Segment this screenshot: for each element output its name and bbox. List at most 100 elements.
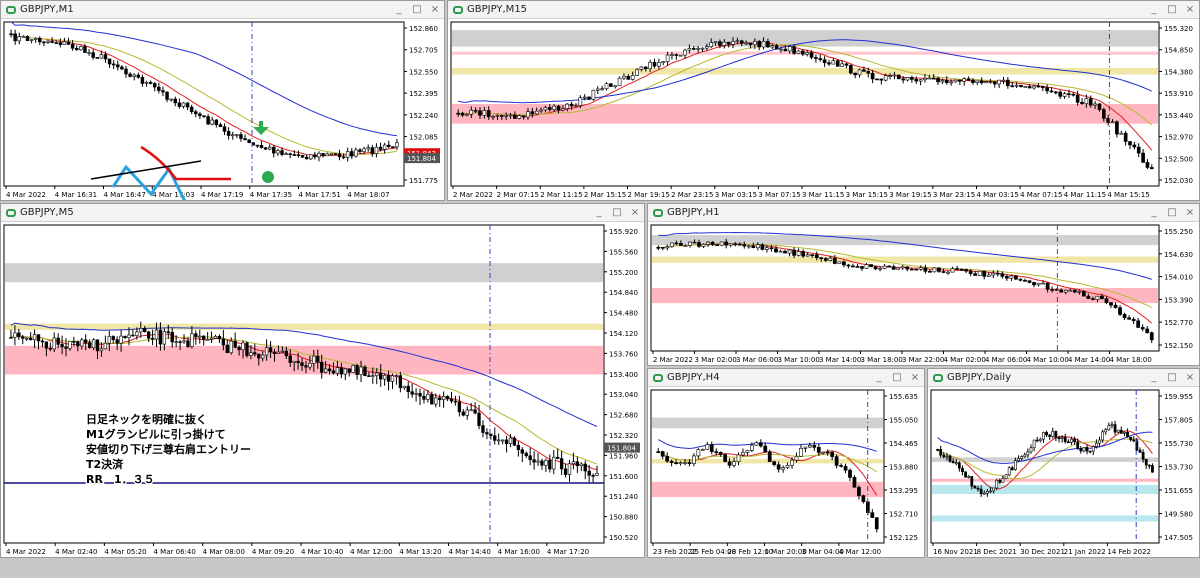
candle-body (374, 146, 379, 154)
chart-area: 155.320 154.850 154.380 153.910 153.440 152.9… (450, 21, 1193, 199)
candle-body (1149, 167, 1154, 170)
candle-body (99, 348, 104, 352)
candle-body (979, 80, 984, 84)
x-tick-label: 3 Mar 02:00 (695, 356, 737, 364)
candle-body (719, 241, 724, 246)
candle-body (206, 116, 210, 125)
candle-body (123, 335, 127, 339)
candle-body (313, 154, 317, 158)
candle-body (478, 110, 482, 116)
candle-body (979, 488, 983, 495)
maximize-button[interactable]: □ (892, 372, 902, 383)
candle-body (696, 449, 701, 457)
candle-body (841, 261, 846, 266)
minimize-button[interactable]: _ (596, 207, 602, 218)
candle-body (799, 447, 803, 457)
y-tick-label: 153.760 (609, 350, 638, 358)
candle-body (1076, 441, 1080, 449)
candle-body (1000, 273, 1005, 277)
y-tick-label: 155.635 (889, 393, 918, 401)
candle-body (652, 61, 657, 67)
zone (5, 263, 603, 283)
candle-body (857, 69, 862, 76)
window-title: GBPJPY,M5 (20, 207, 74, 218)
candle-body (150, 337, 155, 340)
close-button[interactable]: × (1185, 372, 1195, 383)
candle-body (794, 456, 799, 461)
candle-body (953, 79, 958, 83)
candle-body (103, 54, 108, 60)
maximize-button[interactable]: □ (1167, 372, 1177, 383)
moving-average (458, 42, 1153, 151)
x-tick-label: 4 Mar 08:00 (203, 548, 245, 556)
candle-body (986, 274, 991, 277)
y-tick-label: 152.770 (1164, 319, 1193, 327)
candle-body (744, 42, 748, 45)
candle-body (139, 328, 143, 333)
candle-body (288, 153, 292, 156)
candle-body (723, 454, 727, 462)
x-tick-label: 3 Mar 19:15 (889, 191, 931, 199)
minimize-button[interactable]: _ (1151, 372, 1157, 383)
candle-body (1145, 328, 1150, 333)
candle-body (726, 41, 731, 45)
candle-body (28, 337, 33, 341)
candle-body (132, 74, 136, 77)
candle-body (951, 460, 955, 464)
candle-body (414, 392, 418, 395)
minimize-button[interactable]: _ (876, 372, 882, 383)
maximize-button[interactable]: □ (1167, 207, 1177, 218)
chart-window: GBPJPY,Daily _ □ × 159.955 157.805 155.730 153.… (927, 368, 1200, 558)
candle-body (70, 44, 75, 49)
candle-body (1036, 85, 1041, 88)
close-button[interactable]: × (910, 372, 920, 383)
candle-body (477, 412, 481, 426)
candle-body (1048, 434, 1052, 437)
maximize-button[interactable]: □ (1167, 4, 1177, 15)
close-button[interactable]: × (630, 207, 640, 218)
x-tick-label: 3 Mar 22:00 (902, 356, 944, 364)
candle-body (128, 73, 132, 77)
candle-body (1051, 431, 1055, 437)
close-button[interactable]: × (430, 4, 440, 15)
maximize-button[interactable]: □ (412, 4, 422, 15)
candle-body (656, 451, 661, 453)
candle-body (504, 439, 509, 444)
minimize-button[interactable]: _ (396, 4, 402, 15)
candle-body (942, 454, 946, 458)
candle-body (460, 112, 465, 116)
close-button[interactable]: × (1185, 207, 1195, 218)
candle-body (292, 154, 297, 156)
candle-body (1126, 431, 1129, 438)
candle-body (1151, 465, 1154, 473)
window-icon (453, 5, 463, 14)
candle-body (918, 267, 923, 270)
candle-body (783, 48, 788, 52)
candle-body (812, 445, 817, 448)
close-button[interactable]: × (1185, 4, 1195, 15)
candle-body (337, 153, 342, 158)
candle-body (814, 254, 819, 259)
minimize-button[interactable]: _ (1151, 4, 1157, 15)
x-tick-label: 4 Mar 17:03 (152, 191, 194, 199)
zone (652, 458, 883, 464)
x-tick-label: 2 Mar 2022 (453, 191, 493, 199)
candle-body (107, 336, 111, 344)
x-tick-label: 3 Mar 06:00 (736, 356, 778, 364)
candle-body (395, 142, 399, 148)
y-tick-label: 151.960 (609, 452, 638, 460)
candle-body (268, 347, 273, 353)
candle-body (957, 462, 961, 469)
y-tick-label: 153.040 (609, 391, 638, 399)
candle-body (816, 447, 821, 453)
candle-body (779, 48, 783, 51)
x-tick-label: 4 Mar 03:15 (977, 191, 1019, 199)
drawn-trendline (90, 160, 202, 180)
candle-body (1062, 93, 1067, 97)
moving-average (10, 21, 397, 137)
maximize-button[interactable]: □ (612, 207, 622, 218)
candle-body (923, 267, 928, 272)
candle-body (1004, 474, 1008, 479)
minimize-button[interactable]: _ (1151, 207, 1157, 218)
y-tick-label: 154.850 (1164, 47, 1193, 55)
